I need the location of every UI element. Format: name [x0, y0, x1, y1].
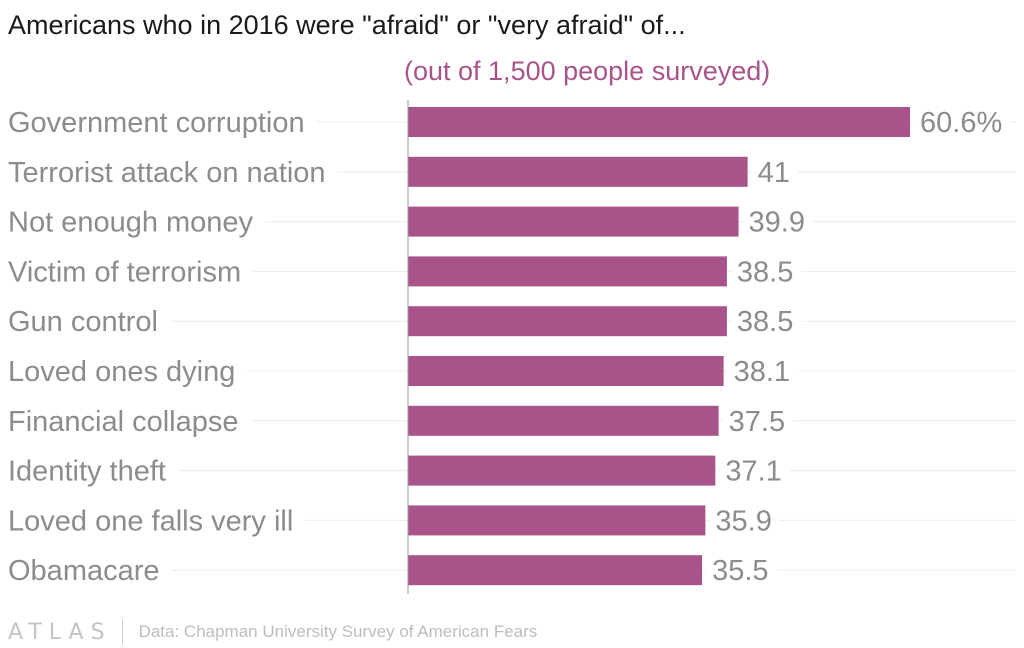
- bar-chart: Government corruption 60.6% Terrorist atta…: [6, 100, 1016, 594]
- label-mask: [6, 206, 266, 239]
- bar: [408, 156, 748, 187]
- value-label-mask: [709, 505, 780, 538]
- value-label-mask: [751, 156, 798, 189]
- label-mask: [6, 555, 172, 588]
- label-mask: [6, 256, 254, 289]
- category-label: Loved ones dying: [8, 356, 235, 388]
- label-mask: [6, 356, 248, 388]
- value-label: 38.5: [737, 306, 793, 338]
- value-label: 39.9: [749, 207, 805, 239]
- label-mask: [6, 405, 251, 438]
- value-label-mask: [730, 256, 802, 289]
- chart-title: Americans who in 2016 were "afraid" or "…: [8, 10, 686, 40]
- value-label: 37.5: [729, 406, 785, 438]
- bar: [408, 107, 910, 137]
- chart-subtitle: (out of 1,500 people surveyed): [404, 56, 771, 86]
- category-label: Obamacare: [8, 555, 160, 587]
- source-note: Data: Chapman University Survey of Ameri…: [138, 622, 538, 641]
- category-label: Government corruption: [8, 107, 305, 139]
- category-label: Loved one falls very ill: [8, 505, 293, 537]
- bar: [408, 555, 703, 586]
- bar: [408, 356, 724, 386]
- category-label: Financial collapse: [8, 406, 239, 438]
- category-label: Gun control: [8, 306, 158, 338]
- value-label-mask: [727, 356, 799, 388]
- label-mask: [6, 505, 306, 538]
- label-mask: [6, 306, 170, 339]
- value-label: 38.5: [737, 256, 793, 288]
- value-label: 37.1: [725, 456, 781, 488]
- bar: [408, 405, 719, 436]
- category-label: Not enough money: [8, 207, 254, 239]
- value-label: 60.6%: [920, 107, 1002, 139]
- bar: [408, 505, 706, 536]
- value-label: 41: [758, 157, 790, 189]
- bar: [408, 455, 716, 486]
- category-label: Identity theft: [8, 456, 166, 488]
- value-label-mask: [742, 206, 813, 239]
- bar: [408, 206, 739, 237]
- footer-divider: [121, 619, 123, 645]
- footer: ATLAS Data: Chapman University Survey of…: [8, 618, 537, 646]
- bar: [408, 256, 727, 287]
- label-mask: [6, 455, 178, 488]
- value-label-mask: [914, 107, 1011, 139]
- value-label-mask: [730, 306, 802, 339]
- category-label: Terrorist attack on nation: [8, 157, 326, 189]
- bar: [408, 306, 727, 337]
- value-label-mask: [706, 555, 777, 588]
- value-label: 38.1: [734, 356, 790, 388]
- value-label-mask: [719, 455, 790, 488]
- value-label: 35.5: [712, 555, 768, 587]
- label-mask: [6, 107, 317, 139]
- value-label: 35.9: [715, 505, 771, 537]
- atlas-logo: ATLAS: [8, 619, 112, 645]
- label-mask: [6, 156, 338, 189]
- category-label: Victim of terrorism: [8, 256, 241, 288]
- value-label-mask: [722, 405, 794, 438]
